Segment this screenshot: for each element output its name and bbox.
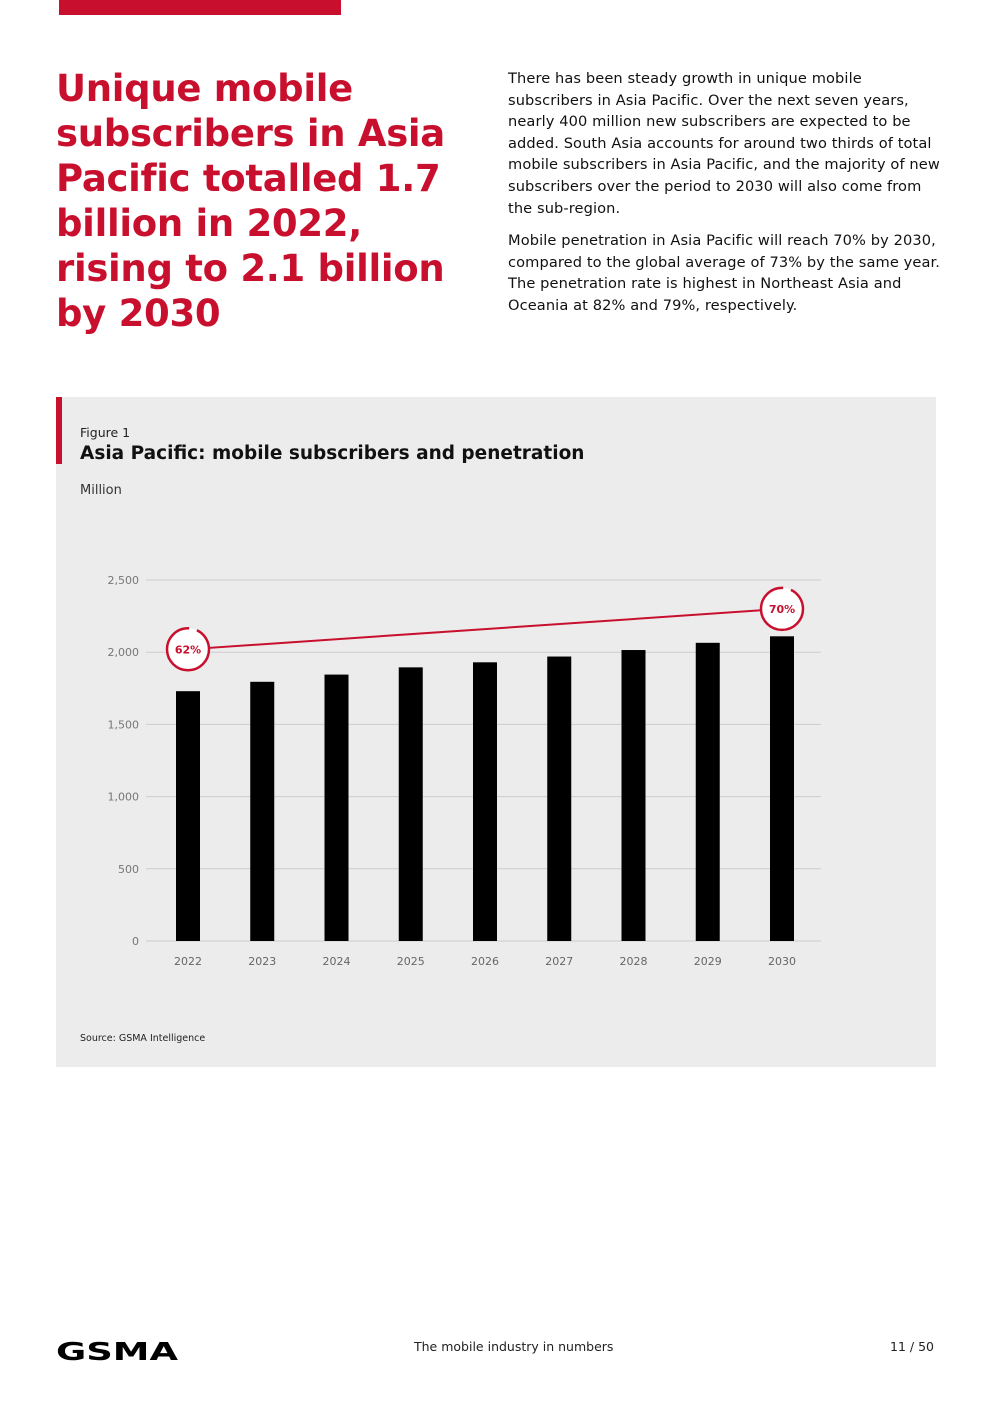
x-tick-label: 2030: [768, 955, 796, 968]
x-tick-label: 2029: [694, 955, 722, 968]
top-accent-bar: [59, 0, 341, 15]
bar: [473, 662, 497, 941]
bar: [770, 636, 794, 941]
y-tick-label: 2,500: [108, 574, 140, 587]
gsma-logo: GSMA: [56, 1338, 179, 1364]
figure-panel: Figure 1 Asia Pacific: mobile subscriber…: [56, 397, 936, 1067]
penetration-line: [187, 607, 783, 651]
bar: [695, 642, 720, 941]
unit-label: Million: [80, 483, 122, 498]
x-tick-label: 2023: [248, 955, 276, 968]
bar: [250, 681, 275, 941]
y-tick-label: 0: [132, 935, 139, 948]
bar: [176, 691, 200, 941]
y-tick-label: 500: [118, 863, 139, 876]
figure-source: Source: GSMA Intelligence: [80, 1033, 206, 1044]
y-tick-label: 1,000: [108, 791, 140, 804]
figure-accent-bar: [56, 397, 62, 464]
bar: [324, 674, 349, 941]
intro-paragraph-1: There has been steady growth in unique m…: [508, 70, 940, 217]
subscribers-chart: 0 500 1,000 1,500 2,000 2,500 2022 2023 2024 2025…: [108, 574, 821, 968]
page-headline: Unique mobile subscribers in Asia Pacifi…: [56, 67, 445, 335]
intro-text: There has been steady growth in unique m…: [508, 68, 940, 317]
x-tick-label: 2022: [174, 955, 202, 968]
penetration-end-circle: [759, 586, 805, 632]
gsma-logo-text: GSMA: [56, 1338, 179, 1364]
x-tick-label: 2025: [397, 955, 425, 968]
y-tick-label: 2,000: [108, 646, 140, 659]
figure-title: Asia Pacific: mobile subscribers and pen…: [80, 443, 585, 464]
figure-label: Figure 1: [80, 425, 131, 440]
bar: [547, 656, 572, 941]
footer-title: The mobile industry in numbers: [414, 1339, 614, 1354]
y-tick-label: 1,500: [108, 718, 140, 731]
x-tick-label: 2024: [323, 955, 351, 968]
x-tick-label: 2027: [545, 955, 573, 968]
intro-paragraph-2: Mobile penetration in Asia Pacific will …: [508, 232, 940, 314]
x-tick-label: 2026: [471, 955, 499, 968]
penetration-start-circle: [165, 627, 211, 672]
penetration-end-label: 70%: [769, 603, 795, 616]
page-number: 11 / 50: [890, 1339, 934, 1354]
x-tick-label: 2028: [620, 955, 648, 968]
penetration-start-label: 62%: [175, 643, 201, 656]
bar: [621, 650, 646, 941]
bar: [398, 667, 423, 941]
